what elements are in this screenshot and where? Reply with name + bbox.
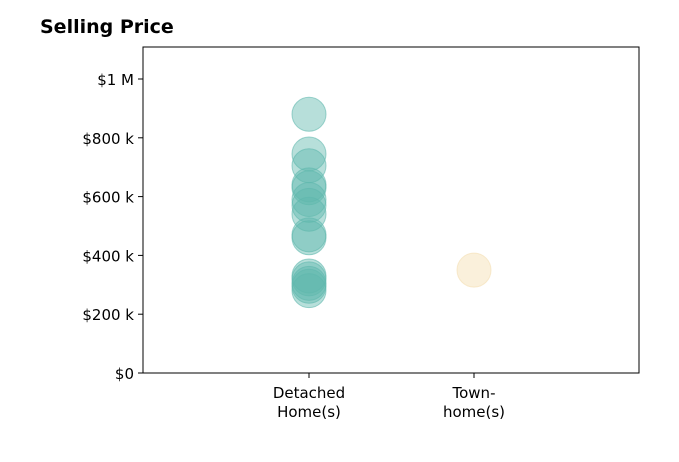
x-tick-label: Home(s) bbox=[277, 403, 341, 421]
y-tick-label: $1 M bbox=[97, 71, 134, 89]
data-point bbox=[291, 170, 327, 206]
y-tick-label: $400 k bbox=[82, 247, 134, 265]
data-point bbox=[291, 268, 327, 304]
y-tick-label: $600 k bbox=[82, 189, 134, 207]
x-tick-label: home(s) bbox=[443, 403, 505, 421]
data-point bbox=[291, 187, 327, 223]
data-point bbox=[291, 261, 327, 297]
data-point bbox=[291, 220, 327, 256]
y-tick-label: $800 k bbox=[82, 130, 134, 148]
x-tick-label: Town- bbox=[452, 384, 496, 402]
y-tick-label: $200 k bbox=[82, 306, 134, 324]
data-point bbox=[291, 96, 327, 132]
x-tick-label: Detached bbox=[273, 384, 345, 402]
y-axis: $0 $200 k $400 k $600 k $800 k $1 M bbox=[82, 71, 143, 383]
y-tick-label: $0 bbox=[115, 365, 134, 383]
data-point bbox=[456, 252, 492, 288]
data-point bbox=[291, 273, 327, 309]
chart-title: Selling Price bbox=[40, 16, 174, 38]
data-points bbox=[291, 96, 492, 309]
plot-frame bbox=[142, 46, 640, 374]
